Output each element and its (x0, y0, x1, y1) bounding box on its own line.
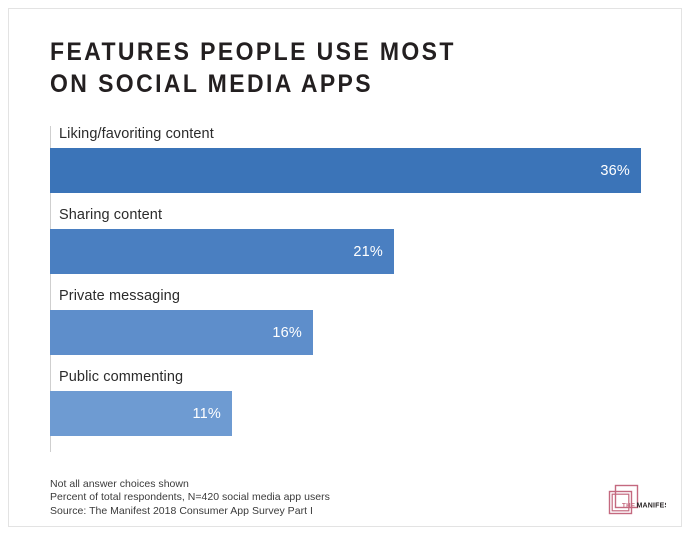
bar-value-3: 11% (192, 405, 221, 422)
bar-3[interactable]: 11% (50, 391, 232, 436)
logo-text-the: THE (622, 502, 635, 509)
page-title-line-2: ON SOCIAL MEDIA APPS (50, 70, 374, 98)
bar-label-1: Sharing content (59, 207, 163, 223)
bar-label-2: Private messaging (59, 288, 180, 304)
logo-text-manifest: MANIFEST (637, 502, 667, 509)
bar-label-3: Public commenting (59, 369, 184, 385)
bar-0[interactable]: 36% (50, 148, 641, 193)
the-manifest-logo: THE MANIFEST (604, 484, 666, 518)
bar-value-2: 16% (272, 324, 302, 341)
logo-square-middle (608, 490, 633, 515)
bar-value-1: 21% (353, 243, 383, 260)
bar-chart: Liking/favoriting content 36% Sharing co… (50, 126, 650, 456)
page-title: FEATURES PEOPLE USE MOST ON SOCIAL MEDIA… (50, 36, 584, 100)
logo-square-front (611, 493, 630, 512)
logo-square-back (614, 484, 639, 509)
footnote-line-3: Source: The Manifest 2018 Consumer App S… (50, 504, 313, 517)
bar-label-0: Liking/favoriting content (59, 126, 214, 142)
footnote-line-1: Not all answer choices shown (50, 478, 189, 490)
chart-axis-line (50, 126, 51, 452)
footnotes: Not all answer choices shown Percent of … (50, 478, 470, 518)
bar-2[interactable]: 16% (50, 310, 313, 355)
bar-1[interactable]: 21% (50, 229, 394, 274)
bar-value-0: 36% (600, 162, 630, 179)
page-title-line-1: FEATURES PEOPLE USE MOST (50, 38, 456, 66)
footnote-line-2: Percent of total respondents, N=420 soci… (50, 491, 330, 504)
